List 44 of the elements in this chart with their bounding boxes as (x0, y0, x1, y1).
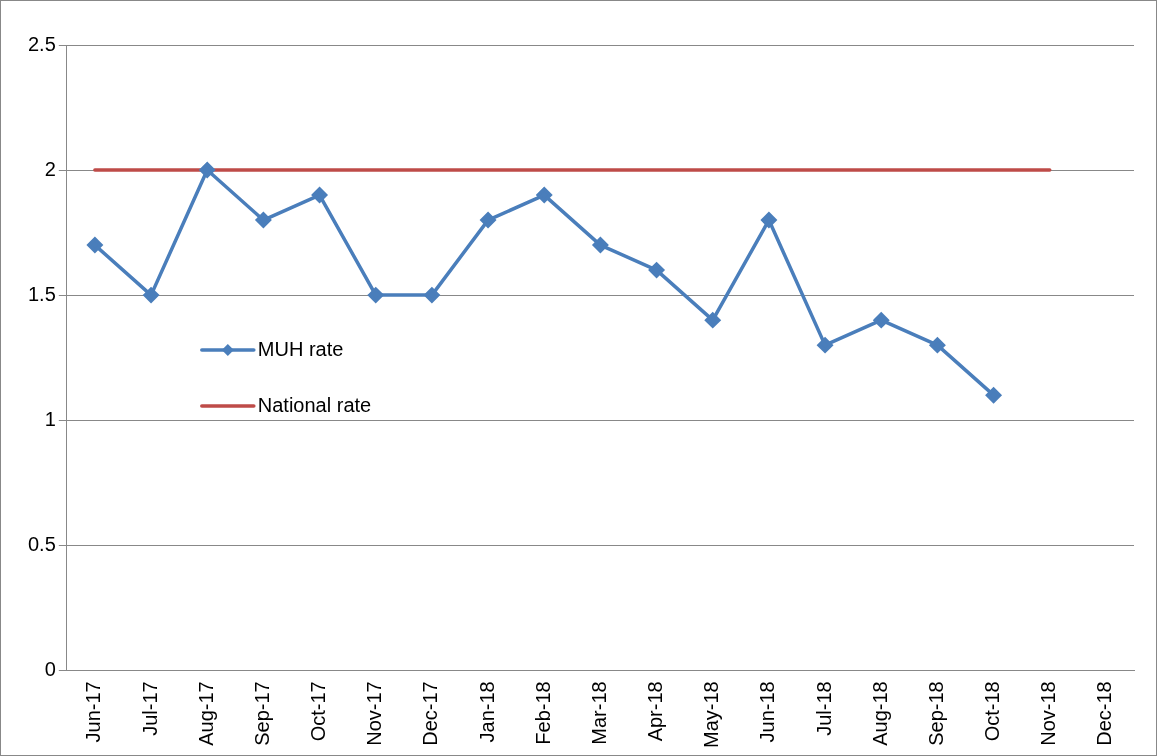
x-tick-label: Jul-18 (812, 681, 835, 736)
x-tick-label: Nov-18 (1037, 681, 1060, 746)
point (648, 262, 665, 278)
x-tick-label: Sep-18 (924, 681, 947, 746)
point (929, 337, 946, 353)
point (536, 187, 552, 203)
point (761, 212, 777, 228)
point (704, 312, 721, 328)
point (424, 287, 440, 303)
x-tick-label: Dec-18 (1093, 681, 1116, 746)
y-tick-label: 0 (44, 657, 56, 680)
point (87, 237, 103, 253)
point (311, 187, 328, 203)
x-tick-label: Feb-18 (531, 681, 554, 745)
y-tick-label: 0.5 (27, 532, 56, 555)
x-tick-label: Jun-18 (756, 681, 779, 743)
x-tick-label: Jul-17 (138, 681, 161, 736)
point (199, 162, 215, 178)
point (592, 237, 609, 253)
point (985, 387, 1002, 403)
point (873, 312, 889, 328)
point (480, 212, 496, 228)
x-tick-label: Oct-18 (981, 681, 1004, 742)
x-tick-label: Dec-17 (419, 681, 442, 746)
x-tick-label: Aug-18 (868, 681, 891, 746)
legend-label: National rate (257, 393, 372, 416)
point (817, 337, 833, 353)
y-tick-label: 2.5 (27, 32, 56, 55)
y-tick-label: 1.5 (27, 282, 56, 305)
y-tick-label: 1 (44, 407, 56, 430)
x-tick-label: Jun-17 (82, 681, 105, 743)
x-tick-label: Jan-18 (475, 681, 498, 743)
x-tick-label: Mar-18 (587, 681, 610, 745)
x-tick-label: May-18 (700, 681, 723, 749)
point (143, 287, 159, 303)
legend-label: MUH rate (257, 337, 344, 360)
x-tick-label: Apr-18 (644, 681, 667, 742)
point (255, 212, 272, 228)
point (367, 287, 384, 303)
x-tick-label: Sep-17 (250, 681, 273, 746)
x-tick-label: Aug-17 (194, 681, 217, 746)
y-tick-label: 2 (44, 157, 56, 180)
x-tick-label: Oct-17 (307, 681, 330, 742)
x-tick-label: Nov-17 (363, 681, 386, 746)
